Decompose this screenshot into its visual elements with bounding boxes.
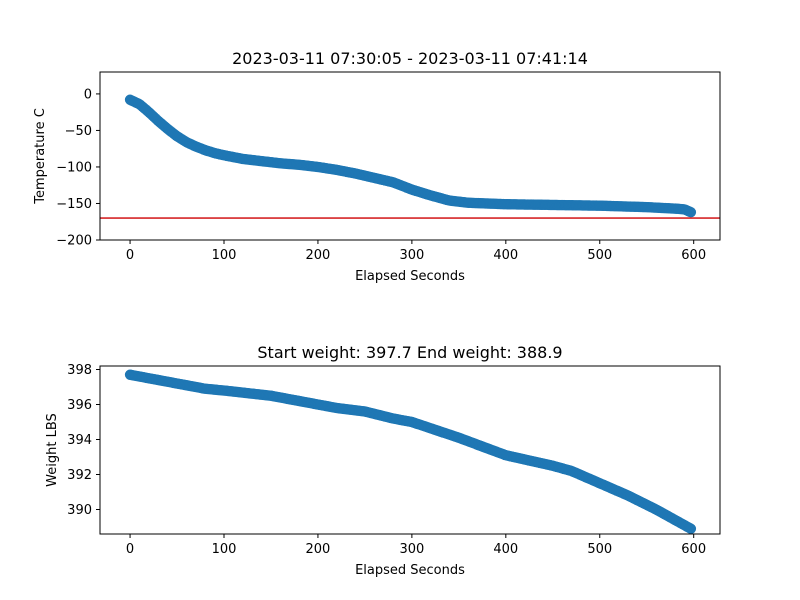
y-tick-label: 396 [67,398,92,413]
x-tick-label: 500 [587,542,612,557]
y-tick-label: 392 [67,468,92,483]
y-tick-label: 390 [67,503,92,518]
x-tick-label: 100 [212,542,237,557]
temperature-points [124,94,697,218]
x-tick-label: 200 [306,542,331,557]
x-tick-label: 300 [399,248,424,263]
x-tick-label: 0 [126,248,134,263]
weight-chart-title: Start weight: 397.7 End weight: 388.9 [257,343,562,362]
x-tick-label: 600 [681,542,706,557]
y-tick-label: −50 [65,124,92,139]
weight-x-axis-label: Elapsed Seconds [355,563,465,578]
x-tick-label: 400 [493,248,518,263]
temperature-chart-title: 2023-03-11 07:30:05 - 2023-03-11 07:41:1… [232,49,588,68]
weight-y-ticks: 390 392 394 396 398 [67,363,100,518]
x-tick-label: 300 [399,542,424,557]
weight-points [124,369,697,534]
x-tick-label: 400 [493,542,518,557]
weight-y-axis-label: Weight LBS [45,413,60,487]
temperature-subplot: 2023-03-11 07:30:05 - 2023-03-11 07:41:1… [33,49,721,284]
weight-plot-frame [99,365,721,535]
temperature-x-axis-label: Elapsed Seconds [355,269,465,284]
temperature-y-ticks: −200 −150 −100 −50 0 [56,87,100,249]
y-tick-label: 398 [67,363,92,378]
y-tick-label: −100 [56,160,92,175]
temperature-plot-frame [99,71,721,241]
temperature-y-axis-label: Temperature C [33,108,48,205]
data-point [685,523,697,534]
x-tick-label: 500 [587,248,612,263]
temperature-x-ticks: 0 100 200 300 400 500 600 [126,240,706,263]
x-tick-label: 200 [306,248,331,263]
weight-subplot: Start weight: 397.7 End weight: 388.9 0 1… [45,343,721,578]
y-tick-label: 0 [84,87,92,102]
y-tick-label: 394 [67,433,92,448]
x-tick-label: 100 [212,248,237,263]
y-tick-label: −150 [56,197,92,212]
y-tick-label: −200 [56,234,92,249]
weight-x-ticks: 0 100 200 300 400 500 600 [126,534,706,557]
x-tick-label: 600 [681,248,706,263]
data-point [685,207,697,218]
x-tick-label: 0 [126,542,134,557]
